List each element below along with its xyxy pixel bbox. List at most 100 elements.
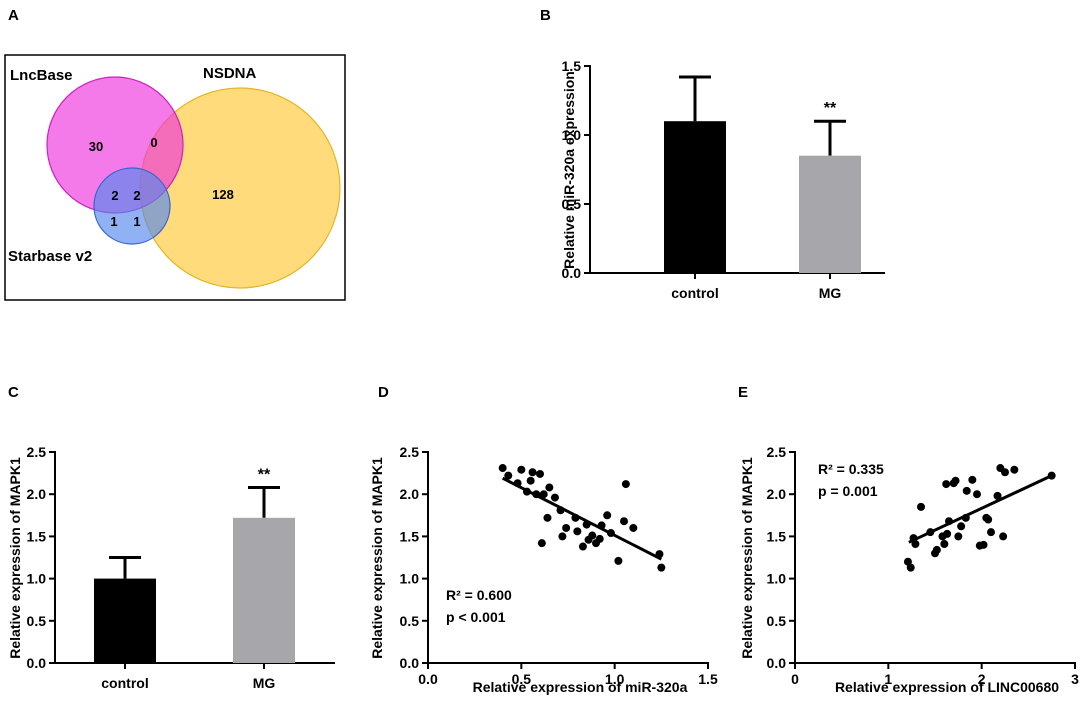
data-point bbox=[951, 476, 960, 485]
data-point bbox=[987, 528, 995, 537]
data-point bbox=[528, 468, 537, 477]
venn-frame bbox=[4, 54, 346, 301]
venn-count-lncbase-nsdna: 0 bbox=[150, 135, 157, 150]
bar-mg bbox=[233, 517, 295, 663]
y-tick-label: 0.5 bbox=[400, 613, 420, 629]
data-point bbox=[973, 490, 981, 499]
x-axis-title: Relative expression of LINC00680 bbox=[835, 679, 1059, 695]
category-label: control bbox=[671, 285, 718, 301]
y-axis-title: Relative expression of MAPK1 bbox=[739, 457, 755, 659]
panel-letter-e: E bbox=[738, 384, 748, 401]
y-tick-label: 1.0 bbox=[562, 127, 582, 143]
venn-count-starbase-only: 1 bbox=[110, 214, 117, 229]
data-point bbox=[526, 476, 535, 485]
data-point bbox=[562, 523, 571, 532]
venn-circle-starbase bbox=[93, 167, 171, 245]
y-tick-label: 1.0 bbox=[767, 571, 787, 587]
y-tick-label: 2.0 bbox=[27, 486, 47, 502]
panel-letter-c: C bbox=[8, 384, 19, 401]
venn-label-lncbase: LncBase bbox=[10, 67, 73, 84]
bar-control bbox=[664, 121, 726, 273]
data-point bbox=[1010, 465, 1019, 474]
y-tick-label: 2.5 bbox=[400, 444, 420, 460]
p-value-label: p < 0.001 bbox=[446, 609, 506, 625]
r-squared-label: R² = 0.335 bbox=[818, 461, 884, 477]
data-point bbox=[1001, 468, 1009, 477]
y-tick-label: 0.0 bbox=[27, 655, 47, 671]
data-point bbox=[578, 542, 587, 551]
venn-label-nsdna: NSDNA bbox=[203, 65, 257, 82]
y-tick-label: 1.5 bbox=[767, 528, 787, 544]
venn-count-all-three: 2 bbox=[133, 188, 140, 203]
data-point bbox=[620, 517, 628, 526]
data-point bbox=[543, 513, 552, 522]
x-axis-title: Relative expression of miR-320a bbox=[473, 679, 688, 695]
data-point bbox=[536, 469, 544, 478]
y-tick-label: 1.0 bbox=[400, 571, 420, 587]
x-tick-label: 2 bbox=[978, 671, 986, 687]
data-point bbox=[614, 556, 623, 565]
data-point bbox=[537, 539, 546, 548]
data-point bbox=[943, 529, 952, 538]
data-point bbox=[504, 471, 513, 480]
data-point bbox=[917, 502, 925, 511]
panel-a: A LncBase NSDNA Starbase v2 30 0 128 2 2… bbox=[4, 7, 346, 301]
panel-d: D 0.0 0.5 1.0 1.5 2.0 2.5 Relative expression … bbox=[369, 384, 718, 695]
r-squared-label: R² = 0.600 bbox=[446, 587, 512, 603]
p-value-label: p = 0.001 bbox=[818, 483, 878, 499]
x-tick-label: 1 bbox=[884, 671, 892, 687]
data-point bbox=[962, 486, 971, 495]
regression-line bbox=[908, 474, 1053, 544]
y-tick-label: 2.5 bbox=[27, 444, 47, 460]
y-axis-title: Relative expression of MAPK1 bbox=[369, 457, 385, 659]
data-point bbox=[932, 545, 941, 554]
x-tick-label: 0 bbox=[791, 671, 799, 687]
y-tick-label: 2.5 bbox=[767, 444, 787, 460]
data-point bbox=[954, 532, 963, 541]
panel-e: E 0.0 0.5 1.0 1.5 2.0 2.5 Relative expression … bbox=[738, 384, 1079, 695]
data-point bbox=[911, 539, 920, 548]
data-point bbox=[984, 515, 993, 524]
venn-count-nsdna-only: 128 bbox=[212, 187, 234, 202]
data-point bbox=[979, 540, 988, 549]
x-tick-label: 0.0 bbox=[418, 671, 438, 687]
data-point bbox=[558, 532, 567, 541]
y-tick-label: 0.5 bbox=[562, 196, 582, 212]
y-tick-label: 0.0 bbox=[562, 265, 582, 281]
chart-d: 0.0 0.5 1.0 1.5 2.0 2.5 Relative expression of… bbox=[369, 444, 718, 695]
data-point bbox=[588, 531, 597, 540]
y-tick-label: 2.0 bbox=[400, 486, 420, 502]
venn-count-lncbase-starbase: 2 bbox=[111, 188, 118, 203]
panel-letter-a: A bbox=[8, 7, 19, 24]
data-point bbox=[629, 523, 638, 532]
panel-letter-d: D bbox=[378, 384, 389, 401]
data-point bbox=[517, 465, 526, 474]
y-tick-label: 2.0 bbox=[767, 486, 787, 502]
y-axis-title: Relative miR-320a expression bbox=[561, 71, 577, 269]
data-point bbox=[657, 563, 666, 572]
category-label: control bbox=[101, 675, 148, 691]
y-tick-label: 0.5 bbox=[27, 613, 47, 629]
data-point bbox=[595, 534, 604, 543]
y-tick-label: 1.5 bbox=[400, 528, 420, 544]
data-point bbox=[999, 532, 1008, 541]
venn-count-starbase-nsdna: 1 bbox=[133, 214, 140, 229]
data-point bbox=[550, 493, 559, 502]
category-label: MG bbox=[819, 285, 842, 301]
data-point bbox=[603, 511, 612, 520]
y-axis-title: Relative expression of MAPK1 bbox=[7, 457, 23, 659]
x-tick-label: 3 bbox=[1071, 671, 1079, 687]
data-point bbox=[545, 483, 554, 492]
data-point bbox=[957, 522, 966, 531]
x-tick-label: 1.0 bbox=[605, 671, 625, 687]
x-tick-label: 0.5 bbox=[512, 671, 532, 687]
data-point bbox=[968, 475, 977, 484]
venn-count-lncbase-only: 30 bbox=[89, 139, 103, 154]
data-point bbox=[993, 491, 1002, 500]
data-point bbox=[940, 539, 949, 548]
category-label: MG bbox=[253, 675, 276, 691]
